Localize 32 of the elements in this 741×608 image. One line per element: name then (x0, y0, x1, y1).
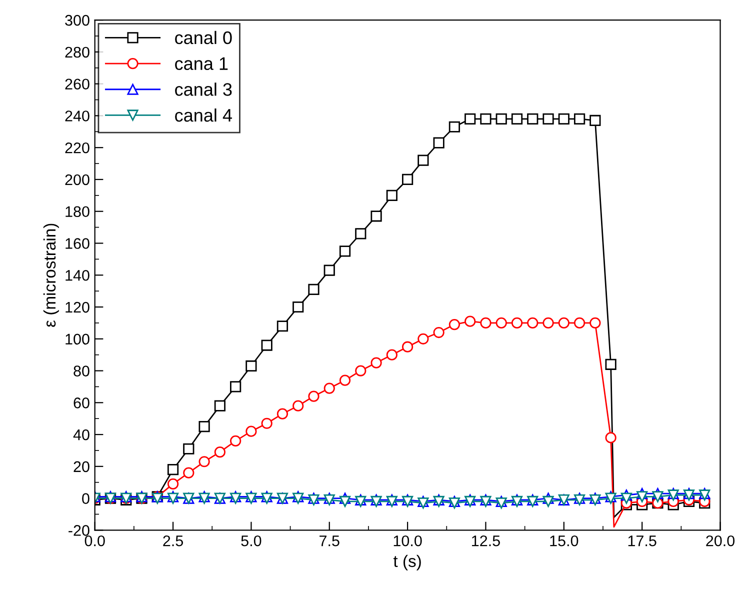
y-axis-title: ε (microstrain) (43, 224, 59, 327)
x-tick-label: 12.5 (472, 535, 500, 546)
y-tick-label: 240 (65, 110, 90, 122)
y-tick-label: 200 (65, 174, 90, 186)
y-tick-label: 220 (65, 142, 90, 154)
y-tick-label: 100 (66, 334, 90, 345)
y-tick-label: 260 (65, 78, 90, 90)
y-tick-label: 0 (82, 493, 90, 504)
x-tick-label: 0.0 (84, 535, 105, 546)
legend-label: canal 3 (175, 82, 232, 96)
y-tick-label: 20 (74, 461, 90, 472)
x-tick-label: 7.5 (320, 536, 340, 546)
y-tick-label: 160 (66, 238, 90, 249)
y-tick-label: 280 (65, 46, 90, 58)
x-axis-title: t (s) (393, 554, 421, 570)
legend-label: cana 1 (175, 57, 228, 70)
legend-label: canal 4 (175, 108, 232, 122)
x-tick-label: 2.5 (163, 535, 184, 546)
y-tick-label: 140 (66, 270, 90, 281)
y-tick-label: 40 (73, 429, 90, 440)
y-tick-label: 80 (74, 366, 90, 376)
y-tick-label: 300 (65, 14, 90, 26)
x-tick-label: 5.0 (241, 535, 262, 546)
x-tick-label: 17.5 (628, 536, 656, 546)
x-tick-label: 20.0 (706, 535, 735, 546)
y-tick-label: 180 (66, 206, 90, 218)
y-tick-label: 120 (66, 302, 90, 313)
y-tick-label: 60 (74, 398, 90, 408)
x-tick-label: 15.0 (550, 535, 578, 546)
y-tick-label: -20 (68, 525, 90, 536)
x-tick-label: 10.0 (394, 535, 422, 546)
legend-label: canal 0 (175, 30, 232, 44)
